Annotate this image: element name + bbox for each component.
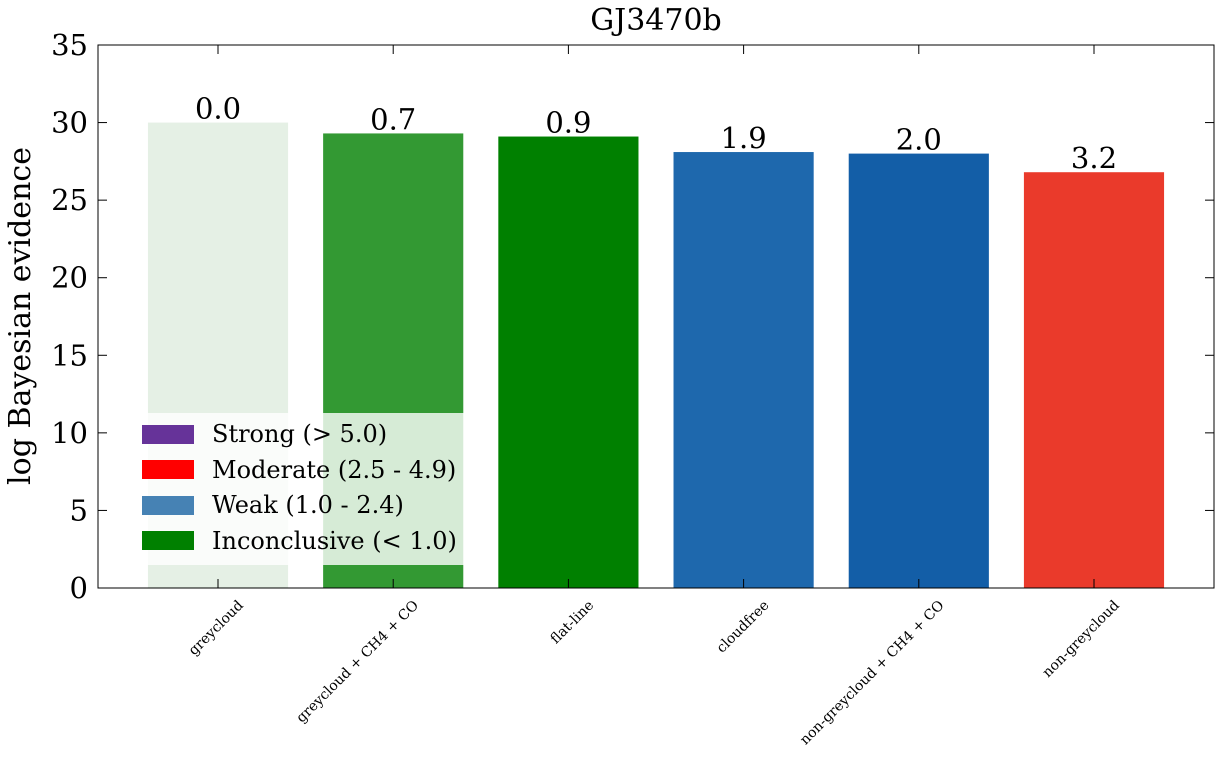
- legend-item-3: Inconclusive (< 1.0): [142, 527, 457, 555]
- legend-label-1: Moderate (2.5 - 4.9): [212, 455, 457, 484]
- y-tick-label-0: 0: [70, 571, 88, 605]
- y-ticks-group: 0 5 10 15 20 25 30 35: [51, 28, 1214, 605]
- x-tick-label-4: non-greycloud + CH4 + CO: [797, 598, 948, 749]
- chart-title: GJ3470b: [590, 3, 722, 38]
- legend-swatch-3: [142, 531, 194, 550]
- legend-swatch-2: [142, 495, 194, 515]
- x-tick-label-0: greycloud: [186, 597, 247, 658]
- y-tick-label-7: 35: [51, 28, 88, 62]
- x-tick-label-5: non-greycloud: [1040, 597, 1123, 680]
- legend-swatch-0: [142, 424, 194, 444]
- bars-group: [147, 122, 1165, 589]
- plot-frame: [97, 44, 1215, 589]
- legend-item-2: Weak (1.0 - 2.4): [142, 491, 404, 519]
- legend-item-1: Moderate (2.5 - 4.9): [142, 456, 456, 484]
- y-axis-label: log Bayesian evidence: [3, 147, 38, 485]
- bar-labels-group: 0.0 0.7 0.9 1.9 2.0 3.2: [195, 92, 1117, 176]
- bar-5: [1023, 172, 1165, 588]
- legend-label-0: Strong (> 5.0): [212, 420, 388, 448]
- bar-value-label-5: 3.2: [1071, 141, 1117, 175]
- legend-item-0: Strong (> 5.0): [142, 420, 387, 448]
- legend-label-2: Weak (1.0 - 2.4): [212, 491, 404, 519]
- bar-2: [498, 136, 639, 588]
- y-tick-label-5: 25: [51, 183, 88, 217]
- x-tick-label-3: cloudfree: [714, 598, 773, 657]
- y-tick-label-3: 15: [51, 338, 88, 372]
- bar-value-label-3: 1.9: [721, 121, 767, 155]
- legend-label-3: Inconclusive (< 1.0): [212, 526, 457, 555]
- bar-4: [848, 153, 989, 588]
- y-tick-label-2: 10: [51, 416, 88, 450]
- legend: Strong (> 5.0) Moderate (2.5 - 4.9) Weak (…: [128, 413, 478, 565]
- legend-swatch-1: [142, 460, 194, 479]
- x-tick-label-1: greycloud + CH4 + CO: [293, 598, 422, 727]
- x-tick-label-2: flat-line: [548, 598, 598, 648]
- bar-3: [673, 152, 814, 588]
- bar-value-label-4: 2.0: [896, 123, 942, 157]
- y-tick-label-6: 30: [51, 106, 88, 140]
- bar-value-label-2: 0.9: [545, 106, 591, 140]
- bar-value-label-0: 0.0: [195, 92, 241, 126]
- y-tick-label-4: 20: [51, 261, 88, 295]
- bar-value-label-1: 0.7: [370, 102, 416, 136]
- y-tick-label-1: 5: [70, 493, 88, 527]
